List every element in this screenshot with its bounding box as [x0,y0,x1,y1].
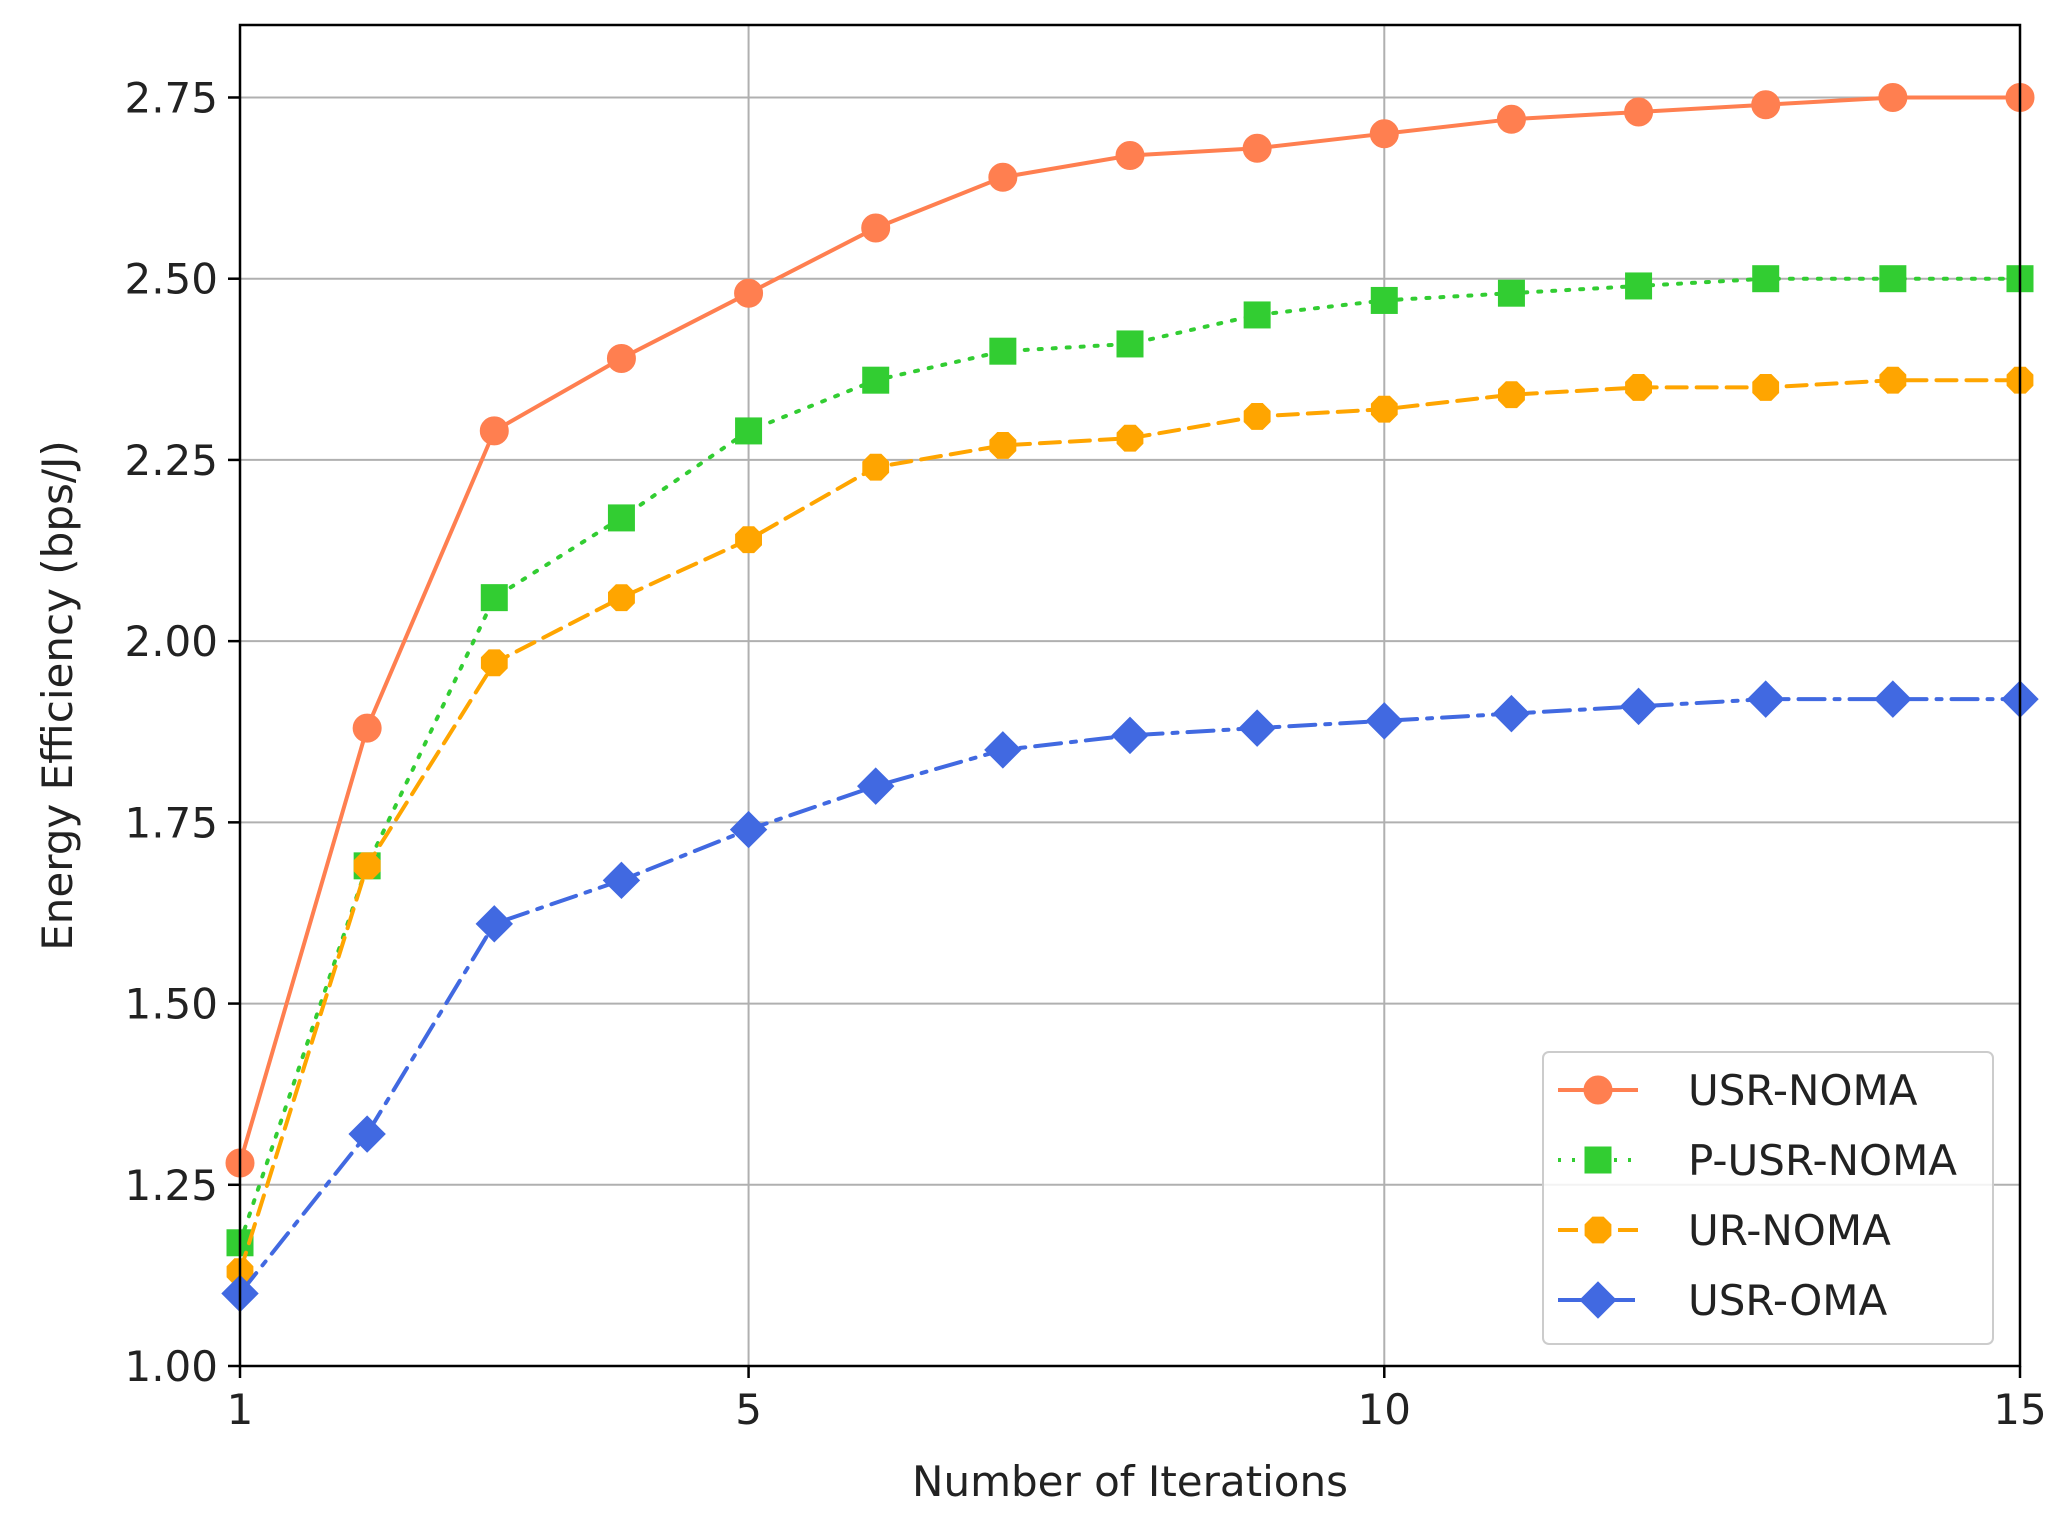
data-point-marker [1243,403,1271,430]
data-point-marker [1879,265,1907,293]
data-point-marker [1752,265,1780,293]
data-point-marker [1369,119,1399,149]
data-point-marker [1116,424,1144,452]
legend-label: UR-NOMA [1688,1206,1891,1255]
legend-label: P-USR-NOMA [1688,1136,1957,1185]
y-tick-label: 1.75 [124,798,218,847]
data-point-marker [1496,104,1526,134]
data-point-marker [606,343,636,373]
legend-box [1542,1051,1994,1345]
legend-label: USR-OMA [1688,1276,1888,1325]
axes: 1 5 10 151.001.251.501.752.002.252.502.75 [124,73,2046,1434]
data-point-marker [1619,687,1658,726]
legend-entry-usr-oma: USR-OMA [1558,1276,1888,1325]
y-tick-label: 2.00 [124,617,218,666]
data-point-marker [1625,374,1652,401]
data-point-marker [735,526,762,554]
y-tick-label: 2.50 [124,255,218,304]
data-point-marker [1879,366,1907,394]
data-point-marker [602,861,641,900]
data-point-marker [1624,97,1654,127]
data-series [221,82,2039,1313]
y-tick-label: 2.75 [124,73,218,122]
data-point-marker [353,852,381,880]
data-point-marker [1370,286,1398,314]
data-point-marker [1243,301,1271,329]
data-point-marker [1874,680,1912,718]
data-point-marker [479,416,509,446]
data-point-marker [608,584,635,612]
data-point-marker [1116,330,1144,358]
data-point-marker [989,337,1017,365]
data-point-marker [1747,680,1785,718]
series-line-p-usr-noma [238,276,2022,1245]
data-point-marker [861,213,891,243]
legend-marker [1584,1216,1612,1244]
data-point-marker [348,1115,386,1153]
data-point-marker [988,162,1018,192]
data-point-marker [1111,716,1149,755]
data-point-marker [480,584,508,612]
data-point-marker [607,504,635,532]
data-point-marker [734,278,764,308]
legend-marker [1583,1075,1613,1105]
x-tick-label: 15 [1993,1385,2046,1434]
y-tick-label: 1.00 [124,1342,218,1391]
series-usr-noma [225,82,2035,1178]
data-point-marker [1625,272,1653,300]
data-point-marker [1752,374,1780,401]
legend-entry-usr-noma: USR-NOMA [1558,1066,1918,1115]
data-point-marker [1878,82,1908,112]
series-usr-oma [221,680,2039,1313]
data-point-marker [735,417,763,445]
data-point-marker [862,366,890,394]
y-axis-label: Energy Efficiency (bps/J) [33,440,82,951]
plot-area-frame [238,23,2022,1368]
data-point-marker [480,649,508,677]
data-point-marker [1498,381,1525,409]
legend: USR-NOMA P-USR-NOMA UR-NOMA USR-OMA [1542,1051,1994,1345]
y-tick-label: 1.25 [124,1161,218,1210]
x-tick-label: 10 [1358,1385,1411,1434]
data-point-marker [1751,90,1781,120]
data-point-marker [1242,133,1272,163]
data-point-marker [857,767,895,805]
y-tick-label: 1.50 [124,980,218,1029]
data-point-marker [729,810,768,849]
legend-marker [1579,1281,1617,1319]
data-point-marker [989,432,1017,459]
data-point-marker [1370,395,1398,423]
data-point-marker [352,713,382,743]
legend-entry-p-usr-noma: P-USR-NOMA [1558,1136,1957,1185]
data-point-marker [984,731,1022,769]
data-point-marker [1497,279,1525,307]
data-point-marker [862,453,890,481]
x-tick-label: 1 [227,1385,254,1434]
legend-marker [1584,1146,1612,1174]
data-point-marker [1115,140,1145,170]
x-axis-label: Number of Iterations [912,1457,1348,1506]
legend-label: USR-NOMA [1688,1066,1918,1115]
data-point-marker [1492,694,1531,733]
legend-entry-ur-noma: UR-NOMA [1558,1206,1891,1255]
y-tick-label: 2.25 [124,436,218,485]
x-tick-label: 5 [735,1385,762,1434]
data-point-marker [1238,709,1276,747]
data-point-marker [1365,702,1403,740]
series-line-usr-oma [238,697,2022,1296]
data-point-marker [475,905,513,943]
